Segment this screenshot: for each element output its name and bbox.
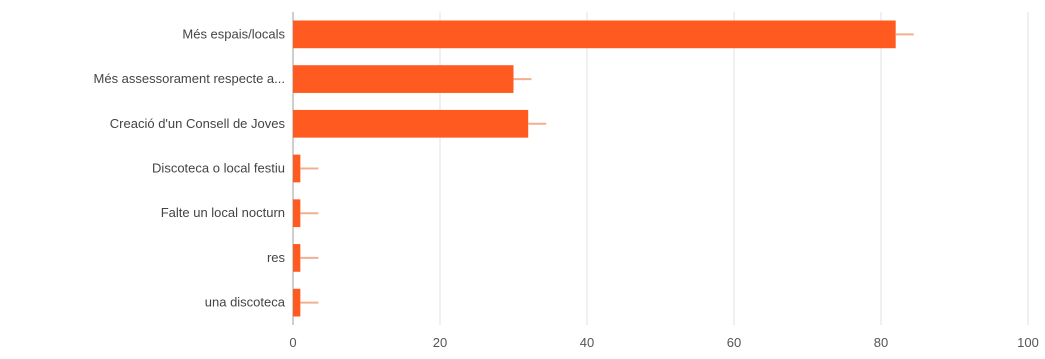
- bar: [293, 20, 896, 49]
- bar: [293, 244, 301, 272]
- category-label: una discoteca: [205, 295, 286, 310]
- x-tick-label: 80: [874, 335, 888, 350]
- bar: [293, 154, 301, 183]
- category-label: Falte un local nocturn: [161, 205, 285, 220]
- x-tick-label: 60: [727, 335, 741, 350]
- bar: [293, 65, 514, 93]
- x-axis-ticks: 0 20 40 60 80 100: [289, 335, 1038, 350]
- category-labels: Més espais/locals Més assessorament respe…: [94, 26, 286, 309]
- grid-layer: [292, 12, 1029, 325]
- bar: [293, 199, 301, 228]
- category-label: res: [267, 250, 286, 265]
- category-label: Creació d'un Consell de Joves: [110, 116, 286, 131]
- x-tick-label: 40: [580, 335, 594, 350]
- category-label: Més assessorament respecte a...: [94, 71, 285, 86]
- x-tick-label: 100: [1017, 335, 1039, 350]
- category-label: Discoteca o local festiu: [152, 161, 285, 176]
- x-tick-label: 0: [289, 335, 296, 350]
- bars-layer: [293, 20, 914, 317]
- bar: [293, 109, 529, 138]
- x-tick-label: 20: [433, 335, 447, 350]
- bar: [293, 288, 301, 317]
- category-label: Més espais/locals: [182, 26, 285, 41]
